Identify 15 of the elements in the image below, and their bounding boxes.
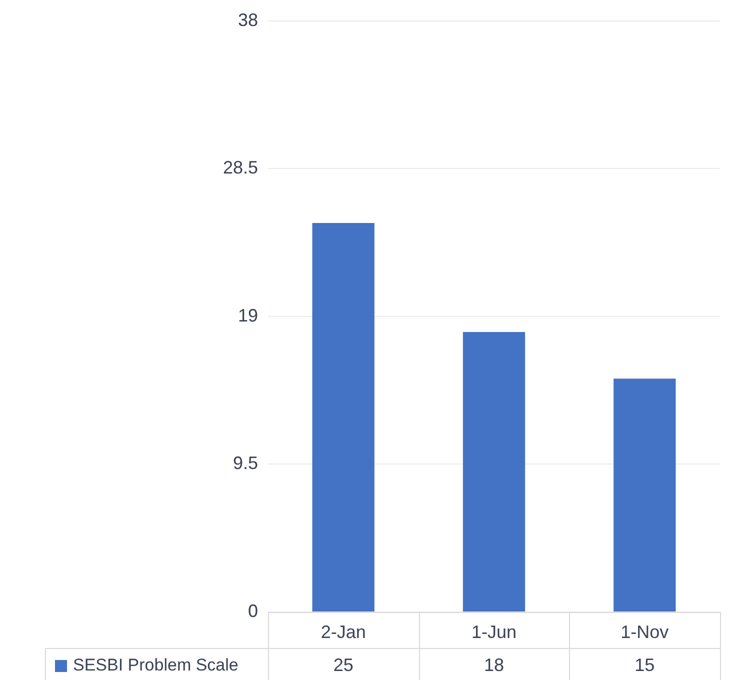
y-tick-label: 38: [238, 10, 258, 30]
data-label: 25: [333, 654, 354, 675]
bar: [614, 378, 676, 612]
x-tick-label: 1-Nov: [620, 622, 669, 642]
y-tick-label: 28.5: [222, 158, 258, 178]
bar: [462, 332, 526, 612]
y-tick-label: 9.5: [232, 453, 258, 474]
data-label: 15: [634, 654, 655, 675]
bar: [312, 223, 374, 612]
x-tick-label: 2-Jan: [320, 622, 366, 642]
data-label: 18: [484, 654, 504, 675]
x-tick-label: 1-Jun: [471, 622, 517, 642]
y-tick-label: 0: [248, 600, 258, 621]
y-tick-label: 19: [238, 305, 258, 326]
legend-label: SESBI Problem Scale: [73, 656, 238, 675]
